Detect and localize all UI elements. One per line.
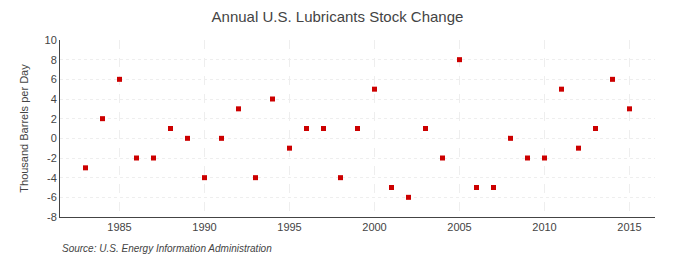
svg-text:10: 10: [45, 34, 57, 46]
svg-text:-8: -8: [47, 211, 57, 223]
svg-text:8: 8: [51, 54, 57, 66]
svg-text:1990: 1990: [192, 221, 216, 233]
svg-text:2015: 2015: [617, 221, 641, 233]
svg-text:Thousand Barrels per Day: Thousand Barrels per Day: [18, 64, 30, 193]
svg-text:-6: -6: [47, 191, 57, 203]
svg-text:2010: 2010: [532, 221, 556, 233]
svg-text:Source: U.S. Energy Informatio: Source: U.S. Energy Information Administ…: [62, 243, 272, 254]
svg-text:1985: 1985: [107, 221, 131, 233]
svg-text:2005: 2005: [447, 221, 471, 233]
svg-text:4: 4: [51, 93, 57, 105]
svg-text:1995: 1995: [277, 221, 301, 233]
svg-text:Annual U.S. Lubricants Stock C: Annual U.S. Lubricants Stock Change: [212, 8, 464, 25]
svg-text:-4: -4: [47, 172, 57, 184]
svg-text:2000: 2000: [362, 221, 386, 233]
svg-text:0: 0: [51, 132, 57, 144]
svg-text:2: 2: [51, 113, 57, 125]
svg-text:-2: -2: [47, 152, 57, 164]
svg-text:6: 6: [51, 73, 57, 85]
